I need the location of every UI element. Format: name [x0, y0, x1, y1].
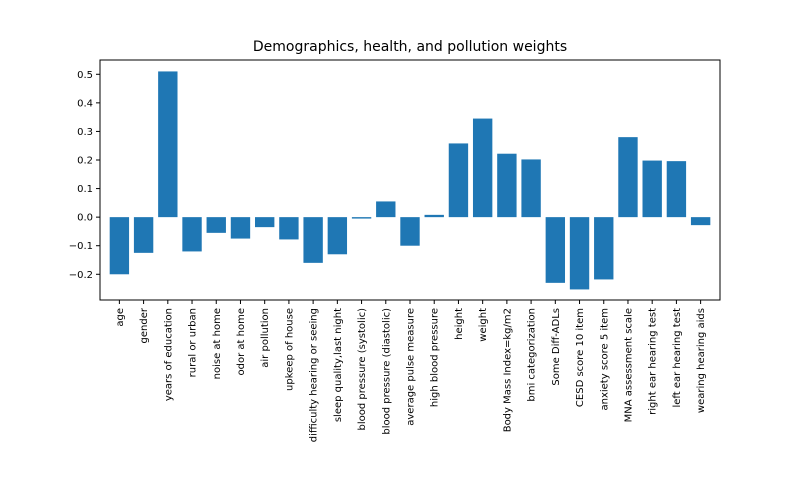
- y-tick-label: 0.2: [77, 156, 93, 167]
- bar-22: [642, 160, 662, 218]
- bar-20: [594, 217, 614, 280]
- x-tick-label: Body Mass Index=kg/m2: [502, 308, 513, 432]
- bar-14: [448, 143, 469, 218]
- bar-17: [521, 159, 541, 218]
- x-tick-label: weight: [478, 308, 489, 342]
- bar-5: [230, 217, 251, 239]
- bar-8: [303, 217, 323, 263]
- bar-10: [351, 217, 372, 219]
- bar-0: [109, 217, 130, 275]
- bar-2: [158, 71, 178, 218]
- x-tick-label: height: [454, 308, 465, 340]
- x-tick-label: rural or urban: [188, 308, 199, 377]
- x-axis: age gender years of education rural or urba…: [115, 300, 707, 442]
- bar-11: [376, 201, 396, 218]
- bar-13: [424, 214, 444, 218]
- x-tick-label: high blood pressure: [430, 308, 441, 407]
- x-tick-label: upkeep of house: [284, 308, 295, 391]
- x-tick-label: CESD score 10 item: [575, 308, 586, 407]
- bar-23: [666, 161, 687, 218]
- x-tick-label: age: [115, 308, 126, 327]
- y-tick-label: 0.1: [77, 184, 93, 195]
- bar-7: [279, 217, 299, 240]
- x-tick-label: difficulty hearing or seeing: [309, 308, 320, 442]
- x-tick-label: noise at home: [212, 308, 223, 379]
- bar-24: [690, 217, 711, 226]
- x-tick-label: wearing hearing aids: [696, 308, 707, 413]
- x-tick-label: years of education: [163, 308, 174, 401]
- bar-16: [497, 153, 517, 218]
- x-tick-label: Some Diff-ADLs: [551, 308, 562, 386]
- x-tick-label: blood pressure (diastolic): [381, 308, 392, 435]
- bar-12: [400, 217, 420, 246]
- y-tick-label: 0.4: [77, 98, 93, 109]
- x-tick-label: odor at home: [236, 308, 247, 375]
- x-tick-label: left ear hearing test: [672, 308, 683, 408]
- x-tick-label: sleep quality,last night: [333, 308, 344, 422]
- x-tick-label: gender: [139, 307, 150, 343]
- x-tick-label: bmi categorization: [527, 308, 538, 402]
- x-tick-label: right ear hearing test: [648, 308, 659, 415]
- bar-1: [133, 217, 154, 253]
- y-tick-label: 0.5: [77, 70, 93, 81]
- x-tick-label: air pollution: [260, 308, 271, 368]
- plot-frame: [99, 59, 721, 301]
- y-axis: −0.2 −0.1 0.0 0.1 0.2 0.3 0.4 0.5: [69, 70, 100, 281]
- bar-3: [182, 217, 202, 252]
- y-tick-label: −0.1: [69, 241, 93, 252]
- x-tick-label: blood pressure (systolic): [357, 308, 368, 431]
- bar-4: [206, 217, 226, 233]
- bar-9: [327, 217, 348, 255]
- bar-21: [618, 137, 638, 218]
- x-tick-label: average pulse measure: [406, 308, 417, 426]
- y-tick-label: 0.0: [77, 213, 93, 224]
- bar-15: [472, 118, 493, 218]
- y-tick-label: 0.3: [77, 127, 93, 138]
- bars-group: [109, 71, 711, 290]
- x-tick-label: anxiety score 5 item: [599, 308, 610, 411]
- bar-18: [545, 217, 566, 283]
- y-tick-label: −0.2: [69, 270, 93, 281]
- bar-6: [255, 217, 275, 228]
- bar-19: [569, 217, 590, 290]
- chart-title: Demographics, health, and pollution weig…: [253, 39, 567, 55]
- x-tick-label: MNA assessment scale: [623, 308, 634, 422]
